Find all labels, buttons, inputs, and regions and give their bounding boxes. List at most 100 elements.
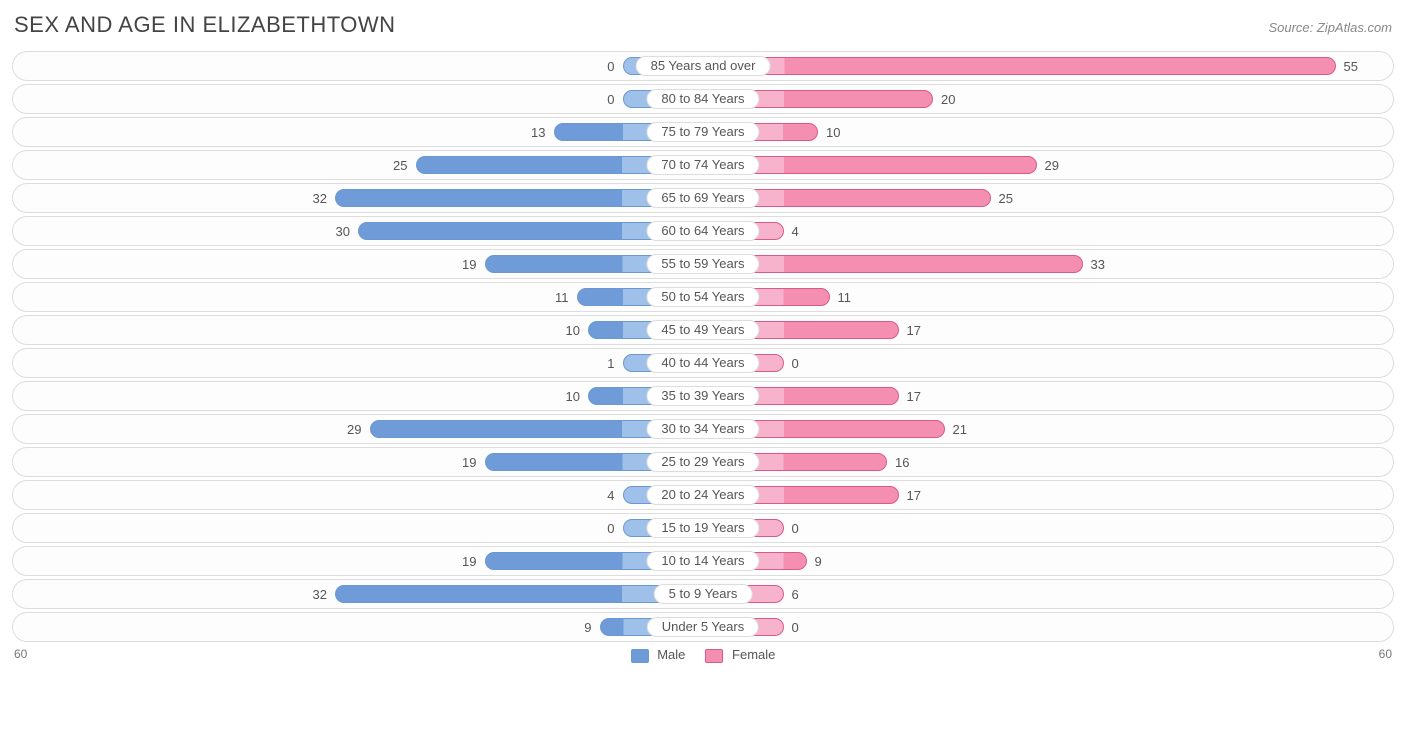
male-value: 32 <box>305 587 335 602</box>
chart-title: SEX AND AGE IN ELIZABETHTOWN <box>14 12 396 38</box>
chart-header: SEX AND AGE IN ELIZABETHTOWN Source: Zip… <box>8 8 1398 48</box>
female-half: 11 <box>703 283 1393 311</box>
male-value: 0 <box>599 59 622 74</box>
male-value: 10 <box>558 323 588 338</box>
male-half: 19 <box>13 547 703 575</box>
legend-male-label: Male <box>657 647 685 662</box>
male-value: 32 <box>305 191 335 206</box>
legend-female-label: Female <box>732 647 775 662</box>
legend-male: Male <box>631 647 686 663</box>
age-label: 5 to 9 Years <box>654 584 753 604</box>
age-label: 15 to 19 Years <box>646 518 759 538</box>
age-label: 10 to 14 Years <box>646 551 759 571</box>
female-value: 17 <box>899 488 929 503</box>
male-swatch <box>631 649 649 663</box>
male-half: 11 <box>13 283 703 311</box>
male-value: 10 <box>558 389 588 404</box>
female-value: 0 <box>784 356 807 371</box>
male-value: 19 <box>454 257 484 272</box>
age-label: 25 to 29 Years <box>646 452 759 472</box>
female-half: 17 <box>703 316 1393 344</box>
male-half: 9 <box>13 613 703 641</box>
male-value: 1 <box>599 356 622 371</box>
population-pyramid-chart: 0 55 85 Years and over 0 20 80 to 84 Years 13 1… <box>8 51 1398 642</box>
age-label: 30 to 34 Years <box>646 419 759 439</box>
age-label: 50 to 54 Years <box>646 287 759 307</box>
axis-left-max: 60 <box>14 647 27 661</box>
male-value: 9 <box>576 620 599 635</box>
age-row: 19 16 25 to 29 Years <box>12 447 1394 477</box>
male-half: 25 <box>13 151 703 179</box>
age-row: 90Under 5 Years <box>12 612 1394 642</box>
age-row: 32 25 65 to 69 Years <box>12 183 1394 213</box>
female-value: 25 <box>991 191 1021 206</box>
female-half: 0 <box>703 514 1393 542</box>
male-half: 10 <box>13 382 703 410</box>
male-half: 19 <box>13 250 703 278</box>
age-row: 10 17 35 to 39 Years <box>12 381 1394 411</box>
age-label: 65 to 69 Years <box>646 188 759 208</box>
age-row: 292130 to 34 Years <box>12 414 1394 444</box>
age-label: 45 to 49 Years <box>646 320 759 340</box>
age-row: 19910 to 14 Years <box>12 546 1394 576</box>
age-row: 30 4 60 to 64 Years <box>12 216 1394 246</box>
female-half: 0 <box>703 349 1393 377</box>
female-value: 10 <box>818 125 848 140</box>
female-swatch <box>705 649 723 663</box>
male-value: 0 <box>599 92 622 107</box>
male-value: 19 <box>454 455 484 470</box>
age-row: 1040 to 44 Years <box>12 348 1394 378</box>
legend: Male Female <box>8 647 1398 663</box>
male-half: 32 <box>13 184 703 212</box>
female-value: 17 <box>899 389 929 404</box>
age-label: 85 Years and over <box>636 56 771 76</box>
age-row: 0015 to 19 Years <box>12 513 1394 543</box>
legend-female: Female <box>705 647 775 663</box>
age-label: 60 to 64 Years <box>646 221 759 241</box>
male-half: 19 <box>13 448 703 476</box>
age-label: 70 to 74 Years <box>646 155 759 175</box>
female-half: 10 <box>703 118 1393 146</box>
female-value: 6 <box>784 587 807 602</box>
female-half: 55 <box>703 52 1393 80</box>
male-half: 32 <box>13 580 703 608</box>
male-value: 4 <box>599 488 622 503</box>
male-half: 13 <box>13 118 703 146</box>
female-half: 29 <box>703 151 1393 179</box>
male-value: 13 <box>523 125 553 140</box>
male-half: 0 <box>13 52 703 80</box>
age-row: 32 6 5 to 9 Years <box>12 579 1394 609</box>
age-row: 0 20 80 to 84 Years <box>12 84 1394 114</box>
female-half: 20 <box>703 85 1393 113</box>
male-half: 30 <box>13 217 703 245</box>
female-bar <box>703 255 1083 273</box>
male-value: 0 <box>599 521 622 536</box>
male-half: 4 <box>13 481 703 509</box>
female-value: 16 <box>887 455 917 470</box>
female-half: 25 <box>703 184 1393 212</box>
age-row: 111150 to 54 Years <box>12 282 1394 312</box>
female-half: 16 <box>703 448 1393 476</box>
female-value: 11 <box>830 290 860 305</box>
female-half: 17 <box>703 382 1393 410</box>
female-value: 55 <box>1336 59 1366 74</box>
age-label: 35 to 39 Years <box>646 386 759 406</box>
female-half: 17 <box>703 481 1393 509</box>
age-label: 80 to 84 Years <box>646 89 759 109</box>
female-half: 21 <box>703 415 1393 443</box>
chart-source: Source: ZipAtlas.com <box>1268 20 1392 35</box>
female-value: 29 <box>1037 158 1067 173</box>
male-value: 19 <box>454 554 484 569</box>
female-half: 6 <box>703 580 1393 608</box>
age-label: 20 to 24 Years <box>646 485 759 505</box>
age-row: 10 1745 to 49 Years <box>12 315 1394 345</box>
female-value: 4 <box>784 224 807 239</box>
male-bar <box>335 585 703 603</box>
male-half: 1 <box>13 349 703 377</box>
female-value: 33 <box>1083 257 1113 272</box>
female-half: 4 <box>703 217 1393 245</box>
female-value: 0 <box>784 620 807 635</box>
female-half: 0 <box>703 613 1393 641</box>
age-row: 131075 to 79 Years <box>12 117 1394 147</box>
female-value: 20 <box>933 92 963 107</box>
